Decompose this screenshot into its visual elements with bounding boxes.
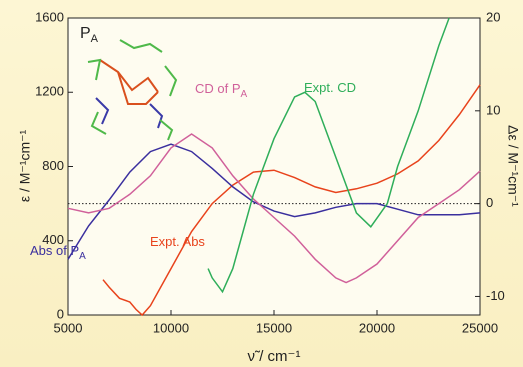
series-label: Expt. Abs xyxy=(150,234,205,249)
series-label-name: Expt. Abs xyxy=(150,234,205,249)
x-tick-label: 20000 xyxy=(359,320,395,335)
y2-tick-label: 20 xyxy=(486,9,500,24)
x-axis-label: ν̃ / cm⁻¹ xyxy=(248,348,301,365)
y2-tick-label: -10 xyxy=(486,288,505,303)
plot-area xyxy=(68,18,480,315)
series-label: Expt. CD xyxy=(304,80,356,95)
y-tick-label: 1600 xyxy=(35,9,64,24)
series-label-sub: A xyxy=(79,251,86,262)
series-label-sub: A xyxy=(241,89,248,100)
y-tick-label: 0 xyxy=(57,306,64,321)
y-tick-label: 1200 xyxy=(35,84,64,99)
x-tick-label: 10000 xyxy=(153,320,189,335)
y2-axis-label: Δε / M⁻¹cm⁻¹ xyxy=(505,125,521,207)
series-label-name: Abs of P xyxy=(30,243,79,258)
series-label-name: CD of P xyxy=(195,81,241,96)
y-axis-label: ε / M⁻¹cm⁻¹ xyxy=(17,129,33,202)
series-label-name: Expt. CD xyxy=(304,80,356,95)
y2-tick-label: 0 xyxy=(486,195,493,210)
x-tick-label: 15000 xyxy=(256,320,292,335)
y2-tick-label: 10 xyxy=(486,102,500,117)
x-tick-label: 5000 xyxy=(54,320,83,335)
chart: PA ε / M⁻¹cm⁻¹ Δε / M⁻¹cm⁻¹ ν̃ / cm⁻¹ 50… xyxy=(0,0,523,367)
x-tick-label: 25000 xyxy=(462,320,498,335)
y-tick-label: 800 xyxy=(42,158,64,173)
